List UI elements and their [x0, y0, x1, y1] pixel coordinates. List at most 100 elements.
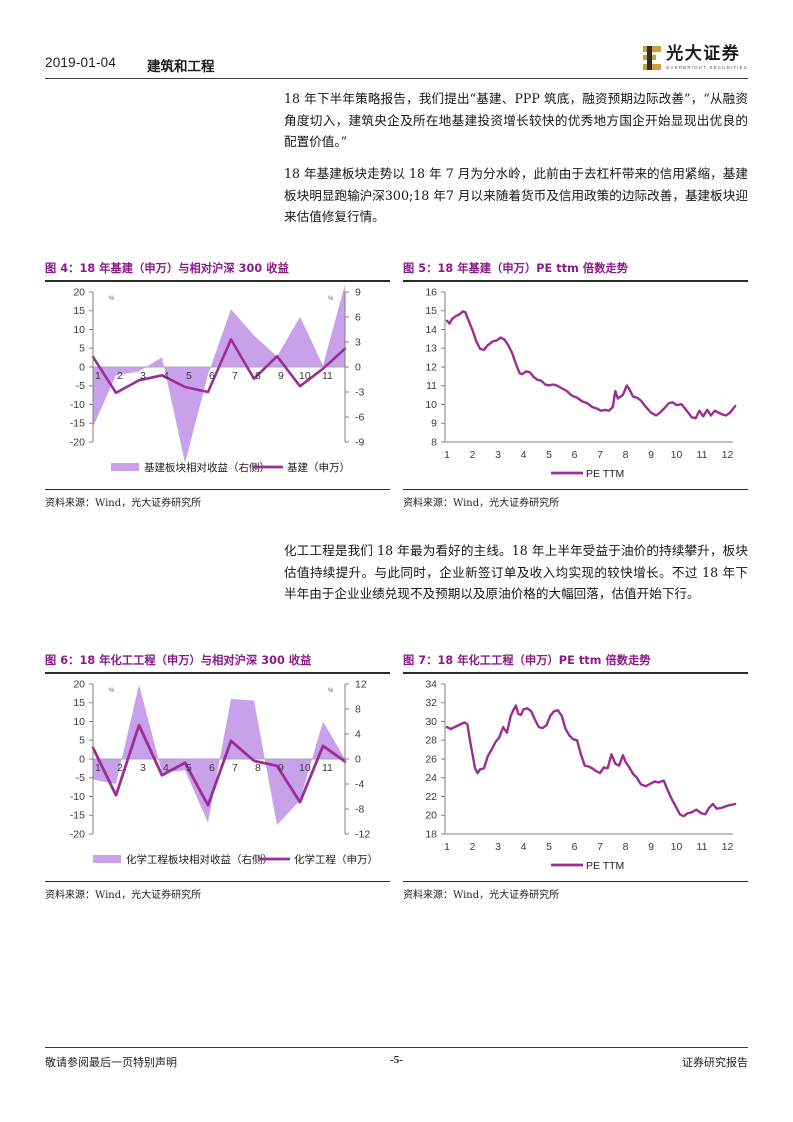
svg-text:-20: -20	[70, 436, 85, 448]
svg-text:8: 8	[431, 436, 437, 448]
figure-4-title: 图 4：18 年基建（申万）与相对沪深 300 收益	[45, 262, 289, 275]
figure-5-svg: 16 15 14 13 12 11 10 9 8 1 2 3 4 5 6	[425, 286, 737, 480]
svg-text:10: 10	[73, 716, 85, 728]
svg-text:6: 6	[209, 762, 215, 774]
svg-text:5: 5	[186, 370, 192, 382]
svg-text:11: 11	[322, 762, 333, 774]
svg-text:2: 2	[117, 762, 123, 774]
svg-text:5: 5	[186, 762, 192, 774]
svg-text:28: 28	[425, 734, 437, 746]
svg-text:34: 34	[425, 678, 437, 690]
figure-6-rule-top	[45, 672, 390, 674]
header-divider	[45, 78, 748, 80]
svg-text:9: 9	[431, 417, 437, 429]
figure-6-rule-bottom	[45, 880, 390, 882]
svg-text:8: 8	[355, 703, 361, 715]
svg-text:2: 2	[470, 449, 476, 461]
fig7-x-ticks: 1 2 3 4 5 6 7 8 9 10 11 12	[444, 841, 733, 853]
svg-text:-4: -4	[355, 778, 364, 790]
svg-text:20: 20	[73, 678, 85, 690]
svg-text:-12: -12	[355, 828, 370, 840]
page-footer: 敬请参阅最后一页特别声明 -5- 证券研究报告	[45, 1047, 748, 1076]
svg-text:1: 1	[95, 370, 101, 382]
figure-4-svg: 20 15 10 5 0 -5 -10 -15 -20 9 6 3 0 -3 -…	[70, 284, 364, 474]
figure-7-rule-bottom	[403, 880, 748, 882]
figure-5-rule-bottom	[403, 488, 748, 490]
page-number: -5-	[390, 1054, 403, 1067]
figure-4: 图 4：18 年基建（申万）与相对沪深 300 收益 20 15 10 5 0 …	[45, 260, 390, 509]
fig6-legend: 化学工程板块相对收益（右侧） 化学工程（申万）	[93, 853, 378, 866]
svg-text:-15: -15	[70, 809, 85, 821]
svg-text:10: 10	[299, 370, 311, 382]
fig7-legend-label: PE TTM	[586, 860, 624, 872]
svg-text:3: 3	[495, 449, 501, 461]
figure-6-source: 资料来源：Wind，光大证券研究所	[45, 889, 202, 901]
svg-text:11: 11	[426, 380, 437, 392]
svg-text:10: 10	[425, 399, 437, 411]
svg-text:8: 8	[255, 370, 261, 382]
svg-text:8: 8	[255, 762, 261, 774]
fig6-y2-ticks: 12 8 4 0 -4 -8 -12	[345, 678, 370, 840]
fig4-right-unit: %	[328, 296, 334, 302]
svg-text:22: 22	[425, 791, 437, 803]
svg-text:4: 4	[521, 449, 527, 461]
svg-text:11: 11	[322, 370, 333, 382]
svg-text:10: 10	[299, 762, 311, 774]
figure-7: 图 7：18 年化工工程（申万）PE ttm 倍数走势 34 32 30 28 …	[403, 652, 748, 901]
svg-text:6: 6	[209, 370, 215, 382]
brand-logo-text: 光大证券 EVERBRIGHT SECURITIES	[666, 45, 748, 71]
footer-report-type: 证券研究报告	[682, 1056, 748, 1070]
svg-text:1: 1	[95, 762, 101, 774]
svg-text:20: 20	[425, 809, 437, 821]
fig6-y-ticks: 20 15 10 5 0 -5 -10 -15 -20	[70, 678, 93, 840]
fig4-x-tick-labels: 1 2 3 4 5 6 7 8 9 10 11	[95, 370, 333, 382]
figure-5-title: 图 5：18 年基建（申万）PE ttm 倍数走势	[403, 262, 629, 275]
svg-text:15: 15	[73, 697, 85, 709]
svg-text:8: 8	[623, 841, 629, 853]
svg-text:-8: -8	[355, 803, 364, 815]
svg-text:14: 14	[425, 324, 437, 336]
svg-text:0: 0	[355, 753, 361, 765]
fig4-line-series	[91, 337, 347, 394]
svg-text:12: 12	[425, 361, 437, 373]
figure-6: 图 6：18 年化工工程（申万）与相对沪深 300 收益 20 15 10 5 …	[45, 652, 390, 901]
svg-text:18: 18	[425, 828, 437, 840]
figure-6-chart: 20 15 10 5 0 -5 -10 -15 -20 12 8 4 0 -4 …	[45, 673, 390, 879]
figure-5-source: 资料来源：Wind，光大证券研究所	[403, 497, 560, 509]
figure-5: 图 5：18 年基建（申万）PE ttm 倍数走势 16 15 14 13 12…	[403, 260, 748, 509]
svg-text:2: 2	[470, 841, 476, 853]
svg-text:-10: -10	[70, 791, 85, 803]
fig6-left-unit: %	[109, 688, 115, 694]
figure-7-title: 图 7：18 年化工工程（申万）PE ttm 倍数走势	[403, 654, 651, 667]
svg-text:11: 11	[697, 841, 708, 853]
svg-text:11: 11	[697, 449, 708, 461]
svg-text:9: 9	[648, 841, 654, 853]
svg-text:4: 4	[163, 370, 169, 382]
svg-text:7: 7	[597, 449, 603, 461]
figure-4-rule-bottom	[45, 488, 390, 490]
svg-text:5: 5	[79, 734, 85, 746]
svg-text:-3: -3	[355, 386, 364, 398]
fig6-area-series	[93, 684, 345, 825]
svg-text:3: 3	[495, 841, 501, 853]
figure-6-svg: 20 15 10 5 0 -5 -10 -15 -20 12 8 4 0 -4 …	[70, 678, 378, 866]
brand-name-en: EVERBRIGHT SECURITIES	[666, 64, 748, 70]
svg-text:6: 6	[572, 841, 578, 853]
fig7-y-ticks: 34 32 30 28 26 24 22 20 18	[425, 678, 445, 840]
fig7-line-series	[445, 703, 737, 817]
svg-text:9: 9	[355, 286, 361, 298]
svg-text:3: 3	[140, 370, 146, 382]
brand-logo: 光大证券 EVERBRIGHT SECURITIES	[643, 41, 748, 75]
svg-text:1: 1	[444, 449, 450, 461]
svg-text:7: 7	[232, 370, 238, 382]
svg-text:15: 15	[73, 305, 85, 317]
figure-7-source: 资料来源：Wind，光大证券研究所	[403, 889, 560, 901]
svg-text:5: 5	[546, 841, 552, 853]
fig5-legend: PE TTM	[551, 468, 624, 480]
svg-text:-15: -15	[70, 417, 85, 429]
figure-4-rule-top	[45, 280, 390, 282]
svg-text:12: 12	[355, 678, 367, 690]
paragraph-1: 18 年下半年策略报告，我们提出“基建、PPP 筑底，融资预期边际改善”，“从融…	[284, 91, 748, 149]
fig6-legend-label-line: 化学工程（申万）	[294, 853, 378, 866]
